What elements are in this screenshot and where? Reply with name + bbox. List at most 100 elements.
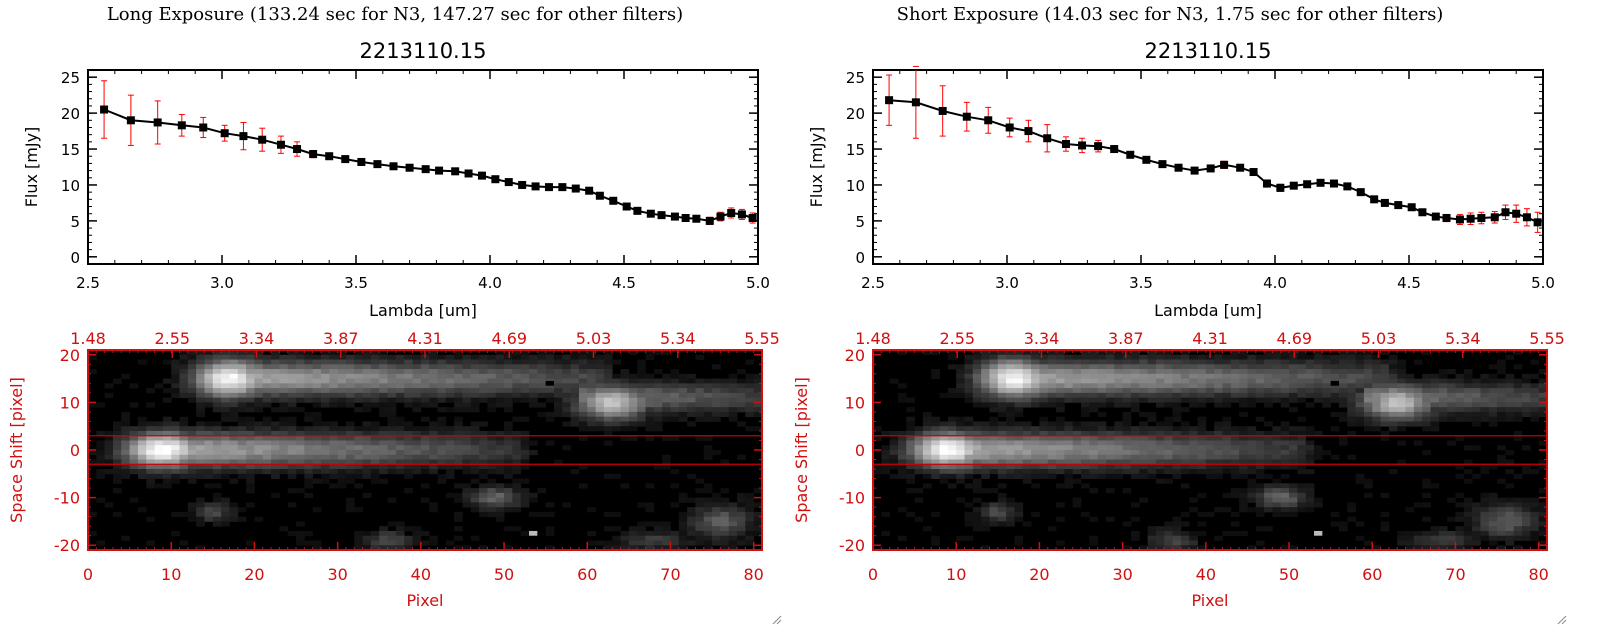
image-pixel xyxy=(1014,507,1024,513)
image-pixel xyxy=(703,507,713,513)
image-pixel xyxy=(1022,445,1032,451)
image-pixel xyxy=(1455,502,1465,508)
image-pixel xyxy=(395,378,405,384)
image-pixel xyxy=(1455,535,1465,541)
image-pixel xyxy=(1497,521,1506,527)
image-pixel xyxy=(487,364,497,370)
image-pixel xyxy=(229,440,239,446)
image-pixel xyxy=(1363,373,1373,379)
data-point xyxy=(276,140,285,149)
image-pixel xyxy=(271,369,280,375)
image-pixel xyxy=(678,383,688,389)
image-pixel xyxy=(720,407,730,413)
image-pixel xyxy=(1097,388,1107,394)
image-pixel xyxy=(462,450,472,456)
image-pixel xyxy=(728,545,738,551)
image-pixel xyxy=(1239,473,1248,479)
image-pixel xyxy=(454,388,463,394)
image-pixel xyxy=(1214,426,1223,432)
image-pixel xyxy=(1239,440,1248,446)
image-pixel xyxy=(212,421,222,427)
image-pixel xyxy=(370,378,380,384)
image-pixel xyxy=(1222,435,1232,441)
image-pixel xyxy=(1338,392,1348,399)
image-pixel xyxy=(956,450,965,456)
image-pixel xyxy=(1172,402,1182,408)
image-pixel xyxy=(1130,450,1140,456)
image-pixel xyxy=(196,354,205,360)
image-pixel xyxy=(179,373,189,379)
image-pixel xyxy=(662,388,671,394)
image-pixel xyxy=(587,411,596,418)
image-pixel xyxy=(620,411,630,418)
image-pixel xyxy=(545,354,555,360)
image-pixel xyxy=(221,397,230,403)
image-pixel xyxy=(1164,521,1173,527)
image-pixel xyxy=(462,402,472,408)
image-pixel xyxy=(562,392,572,399)
image-pixel xyxy=(262,383,272,389)
image-pixel xyxy=(395,454,405,460)
image-pixel xyxy=(889,435,899,441)
image-pixel xyxy=(997,364,1007,370)
image-pixel xyxy=(603,511,613,518)
image-pixel xyxy=(162,464,172,470)
image-pixel xyxy=(1430,535,1440,541)
image-pixel xyxy=(296,369,305,375)
resize-grip-icon[interactable] xyxy=(1557,610,1567,625)
image-pixel xyxy=(1081,383,1090,389)
image-pixel xyxy=(981,435,990,441)
image-pixel xyxy=(1081,450,1090,456)
image-pixel xyxy=(1180,450,1190,456)
image-pixel xyxy=(470,497,480,503)
image-pixel xyxy=(1006,469,1015,475)
image-pixel xyxy=(972,454,982,460)
image-pixel xyxy=(931,459,940,465)
image-pixel xyxy=(537,511,547,518)
image-pixel xyxy=(1155,426,1165,432)
image-pixel xyxy=(1480,402,1490,408)
image-pixel xyxy=(354,540,363,546)
resize-grip-icon[interactable] xyxy=(772,610,782,625)
image-pixel xyxy=(1197,416,1207,422)
image-pixel xyxy=(1114,392,1124,399)
image-pixel xyxy=(1505,483,1515,489)
image-pixel xyxy=(1513,530,1523,537)
image-pixel xyxy=(1488,502,1498,508)
image-pixel xyxy=(1189,373,1198,379)
image-pixel xyxy=(362,392,372,399)
image-pixel xyxy=(429,392,438,399)
image-pixel xyxy=(922,526,932,532)
image-pixel xyxy=(587,383,596,389)
image-pixel xyxy=(504,545,513,551)
image-top-tick-label: 4.69 xyxy=(491,329,527,348)
image-pixel xyxy=(1305,492,1315,499)
image-pixel xyxy=(1255,483,1265,489)
image-pixel xyxy=(121,426,130,432)
image-pixel xyxy=(1147,354,1157,360)
image-pixel xyxy=(1031,464,1040,470)
image-pixel xyxy=(728,416,738,422)
image-pixel xyxy=(304,483,314,489)
data-point xyxy=(126,116,135,125)
image-pixel xyxy=(1105,388,1115,394)
image-pixel xyxy=(1513,416,1523,422)
image-x-tick-label: 40 xyxy=(411,565,431,584)
image-pixel xyxy=(1347,402,1357,408)
image-pixel xyxy=(345,440,355,446)
image-pixel xyxy=(1097,369,1107,375)
bad-pixel xyxy=(529,530,538,536)
image-pixel xyxy=(1355,407,1365,413)
image-pixel xyxy=(204,516,214,522)
image-pixel xyxy=(1155,535,1165,541)
image-pixel xyxy=(1105,350,1115,356)
image-pixel xyxy=(720,502,730,508)
image-pixel xyxy=(931,454,940,460)
image-pixel xyxy=(1413,383,1423,389)
image-pixel xyxy=(1405,540,1415,546)
image-pixel xyxy=(454,426,463,432)
image-pixel xyxy=(1255,507,1265,513)
image-pixel xyxy=(578,392,588,399)
image-top-tick-label: 1.48 xyxy=(70,329,106,348)
image-pixel xyxy=(922,421,932,427)
